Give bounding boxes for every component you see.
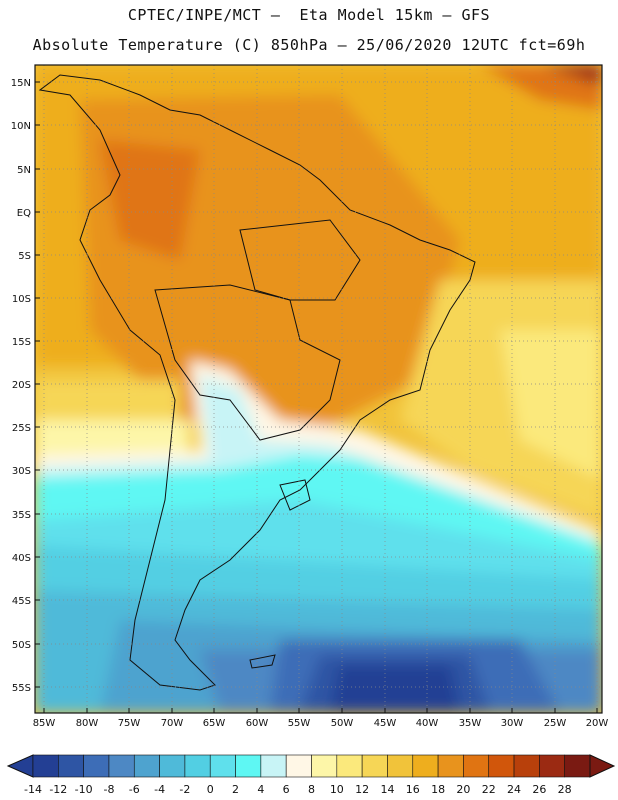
lat-label: 25S (12, 423, 31, 434)
lon-label: 20W (586, 718, 609, 729)
lon-label: 85W (33, 718, 56, 729)
colorbar-swatch (108, 754, 135, 778)
colorbar-swatch (235, 754, 262, 778)
colorbar (6, 754, 616, 778)
lat-label: 50S (12, 640, 31, 651)
colorbar-swatch (285, 754, 312, 778)
colorbar-label: -10 (74, 783, 93, 796)
colorbar-label: 26 (532, 783, 547, 796)
lat-label: 15N (11, 78, 31, 89)
colorbar-label: -4 (154, 783, 166, 796)
colorbar-swatch (463, 754, 490, 778)
colorbar-swatch (437, 754, 464, 778)
colorbar-label: 22 (481, 783, 496, 796)
lat-label: 30S (12, 466, 31, 477)
lon-label: 60W (246, 718, 269, 729)
colorbar-label: 18 (431, 783, 446, 796)
lat-label: 35S (12, 510, 31, 521)
title-model-line: CPTEC/INPE/MCT – Eta Model 15km – GFS (127, 6, 491, 24)
graticule (35, 65, 602, 713)
colorbar-swatch (58, 754, 84, 778)
colorbar-label: -14 (24, 783, 42, 796)
lat-label: 5N (17, 165, 31, 176)
colorbar-label: 4 (257, 783, 265, 796)
lat-label: 40S (12, 553, 31, 564)
lon-label: 45W (374, 718, 397, 729)
colorbar-swatch (488, 754, 515, 778)
colorbar-label: 16 (405, 783, 420, 796)
lat-label: 45S (12, 596, 31, 607)
colorbar-label: 14 (380, 783, 395, 796)
lon-label: 40W (416, 718, 439, 729)
lat-label: 15S (12, 337, 31, 348)
map-frame (34, 64, 603, 714)
colorbar-label: -8 (103, 783, 115, 796)
colorbar-swatch (311, 754, 338, 778)
lat-label: 20S (12, 380, 31, 391)
title-field-line: Absolute Temperature (C) 850hPa – 25/06/… (32, 36, 586, 54)
colorbar-label: 6 (282, 783, 290, 796)
lat-label: 10S (12, 294, 31, 305)
lat-label: 5S (18, 251, 31, 262)
colorbar-swatch (83, 754, 110, 778)
colorbar-label: 20 (456, 783, 471, 796)
colorbar-swatch (32, 754, 59, 778)
latitude-axis: 15N 10N 5N EQ 5S 10S 15S 20S 25S 30S 35S 40S 45S 50S 5… (11, 78, 31, 694)
colorbar-label: 2 (232, 783, 240, 796)
lat-label: 10N (11, 121, 31, 132)
colorbar-swatch (513, 754, 540, 778)
coastline (38, 74, 476, 691)
colorbar-label: -12 (49, 783, 68, 796)
lon-label: 25W (544, 718, 567, 729)
colorbar-label: 28 (557, 783, 572, 796)
colorbar-label: 8 (308, 783, 315, 796)
colorbar-swatch (539, 754, 565, 778)
lon-label: 50W (331, 718, 354, 729)
colorbar-swatch (184, 754, 211, 778)
temperature-field (35, 65, 602, 713)
colorbar-swatch (260, 754, 287, 778)
colorbar-swatch (133, 754, 160, 778)
colorbar-swatch (336, 754, 363, 778)
colorbar-label: -6 (128, 783, 140, 796)
lon-label: 30W (501, 718, 524, 729)
colorbar-label: 10 (329, 783, 344, 796)
colorbar-swatch (564, 754, 591, 778)
colorbar-swatch (361, 754, 388, 778)
lon-label: 70W (161, 718, 184, 729)
lon-label: 80W (76, 718, 99, 729)
lon-label: 75W (118, 718, 141, 729)
longitude-axis: 85W 80W 75W 70W 65W 60W 55W 50W 45W 40W 35W 30W 25W 2… (33, 718, 609, 729)
colorbar-swatch (159, 754, 186, 778)
lat-label: EQ (17, 208, 31, 219)
colorbar-label: 0 (206, 783, 214, 796)
colorbar-label: 12 (355, 783, 370, 796)
lon-label: 55W (288, 718, 311, 729)
colorbar-min-arrow (6, 754, 34, 778)
colorbar-max-arrow (589, 754, 616, 778)
colorbar-label: -2 (179, 783, 191, 796)
colorbar-swatch (209, 754, 236, 778)
colorbar-label: 24 (507, 783, 522, 796)
colorbar-swatch (412, 754, 439, 778)
colorbar-swatch (387, 754, 414, 778)
lon-label: 35W (459, 718, 482, 729)
lon-label: 65W (203, 718, 226, 729)
lat-label: 55S (12, 683, 31, 694)
